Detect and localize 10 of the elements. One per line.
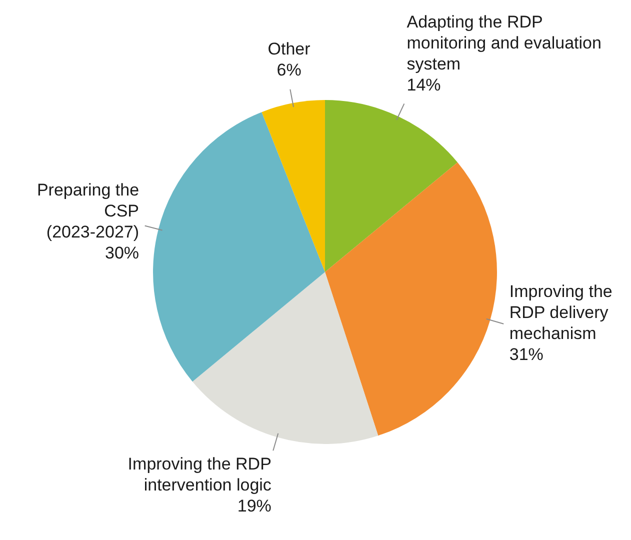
slice-label: Improving the RDP delivery mechanism (509, 282, 612, 343)
data-label: 30% (105, 243, 140, 262)
data-label: 6% (276, 60, 302, 80)
slice-label: Other (268, 40, 311, 59)
slice-label: Adapting the RDP monitoring and evaluation system (406, 12, 602, 74)
data-label: 31% (509, 344, 544, 364)
data-label: 19% (237, 496, 272, 516)
slice-label: Preparing the CSP (2023-2027) (36, 180, 140, 242)
data-label: 14% (406, 75, 441, 94)
slice-label: Improving the RDP intervention logic (128, 454, 272, 495)
